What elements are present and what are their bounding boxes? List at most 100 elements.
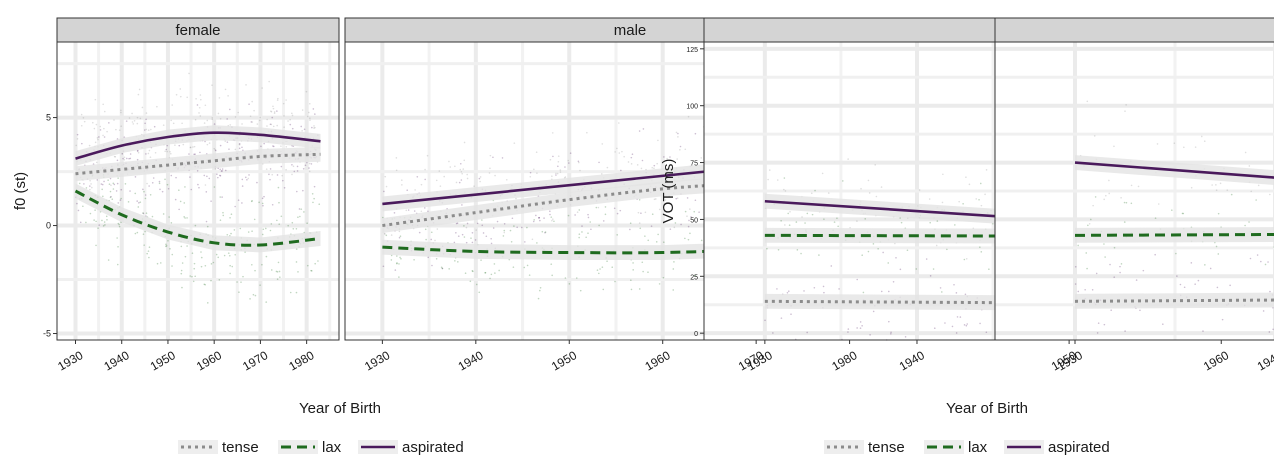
raw-point xyxy=(281,174,283,177)
raw-point xyxy=(650,225,653,227)
raw-point xyxy=(630,288,633,291)
raw-point xyxy=(929,275,932,277)
raw-point xyxy=(590,228,592,231)
raw-point xyxy=(490,237,492,240)
raw-point xyxy=(171,265,173,267)
raw-point xyxy=(312,108,315,110)
raw-point xyxy=(189,146,192,149)
raw-point xyxy=(668,195,671,198)
raw-point xyxy=(501,157,504,159)
raw-point xyxy=(614,280,616,283)
raw-point xyxy=(89,185,91,187)
raw-point xyxy=(166,150,169,153)
raw-point xyxy=(555,172,557,175)
raw-point xyxy=(666,157,668,160)
raw-point xyxy=(557,165,559,168)
raw-point xyxy=(109,196,112,199)
raw-point xyxy=(482,232,485,234)
raw-point xyxy=(958,200,960,203)
raw-point xyxy=(692,160,694,162)
raw-point xyxy=(178,144,181,147)
raw-point xyxy=(979,246,981,249)
raw-point xyxy=(279,276,281,278)
raw-point xyxy=(80,113,83,116)
raw-point xyxy=(1244,151,1247,154)
raw-point xyxy=(567,214,570,217)
raw-point xyxy=(618,122,620,124)
raw-point xyxy=(587,232,589,235)
raw-point xyxy=(595,206,598,209)
raw-point xyxy=(899,217,901,219)
raw-point xyxy=(231,265,234,268)
raw-point xyxy=(178,208,180,211)
raw-point xyxy=(940,291,943,293)
raw-point xyxy=(962,203,964,205)
raw-point xyxy=(1091,288,1094,291)
x-tick-label: 1960 xyxy=(194,348,224,374)
raw-point xyxy=(277,97,279,100)
raw-point xyxy=(156,262,159,265)
raw-point xyxy=(264,227,267,230)
raw-point xyxy=(205,220,208,223)
raw-point xyxy=(544,231,547,233)
raw-point xyxy=(629,228,631,231)
raw-point xyxy=(180,272,183,275)
raw-point xyxy=(836,217,838,220)
raw-point xyxy=(385,234,388,237)
raw-point xyxy=(502,235,505,237)
raw-point xyxy=(523,241,526,243)
x-tick-label: 1980 xyxy=(286,348,316,374)
raw-point xyxy=(1244,224,1246,227)
raw-point xyxy=(492,227,495,229)
raw-point xyxy=(1230,193,1233,196)
raw-point xyxy=(787,212,789,215)
raw-point xyxy=(276,278,279,281)
raw-point xyxy=(564,166,566,168)
raw-point xyxy=(254,269,256,272)
raw-point xyxy=(693,210,696,213)
raw-point xyxy=(394,269,397,271)
raw-point xyxy=(1202,330,1204,332)
legend-label-aspirated: aspirated xyxy=(402,439,464,456)
raw-point xyxy=(256,181,258,184)
raw-point xyxy=(175,176,177,179)
raw-point xyxy=(647,239,650,242)
raw-point xyxy=(621,150,623,153)
raw-point xyxy=(1249,257,1252,260)
raw-point xyxy=(418,231,421,234)
raw-point xyxy=(636,164,639,166)
raw-point xyxy=(133,119,136,122)
raw-point xyxy=(837,225,839,228)
raw-point xyxy=(1216,286,1219,289)
raw-point xyxy=(384,233,386,235)
panel-m: m193019401950196019701980 xyxy=(994,17,1274,374)
raw-point xyxy=(466,173,468,176)
raw-point xyxy=(296,170,299,172)
aspirated-series-line xyxy=(1074,161,1274,179)
tense-series-line xyxy=(75,152,321,176)
raw-point xyxy=(639,227,642,230)
raw-point xyxy=(234,253,237,256)
raw-point xyxy=(601,143,604,145)
raw-point xyxy=(533,219,535,221)
raw-point xyxy=(198,106,201,109)
y-tick-label: -5 xyxy=(43,329,51,339)
raw-point xyxy=(184,217,186,219)
raw-point xyxy=(694,199,697,202)
raw-point xyxy=(137,151,140,154)
raw-point xyxy=(1215,184,1217,186)
raw-point xyxy=(251,263,253,266)
raw-point xyxy=(210,263,213,265)
raw-point xyxy=(975,198,978,200)
raw-point xyxy=(1176,275,1178,277)
raw-point xyxy=(148,246,151,248)
raw-point xyxy=(309,119,311,121)
raw-point xyxy=(1229,284,1231,287)
facet-strip-label: male xyxy=(614,22,647,39)
lax-series-line xyxy=(1074,233,1274,237)
raw-point xyxy=(248,103,250,106)
raw-point xyxy=(210,279,212,282)
raw-point xyxy=(283,186,286,189)
raw-point xyxy=(980,251,983,253)
raw-point xyxy=(663,156,665,158)
